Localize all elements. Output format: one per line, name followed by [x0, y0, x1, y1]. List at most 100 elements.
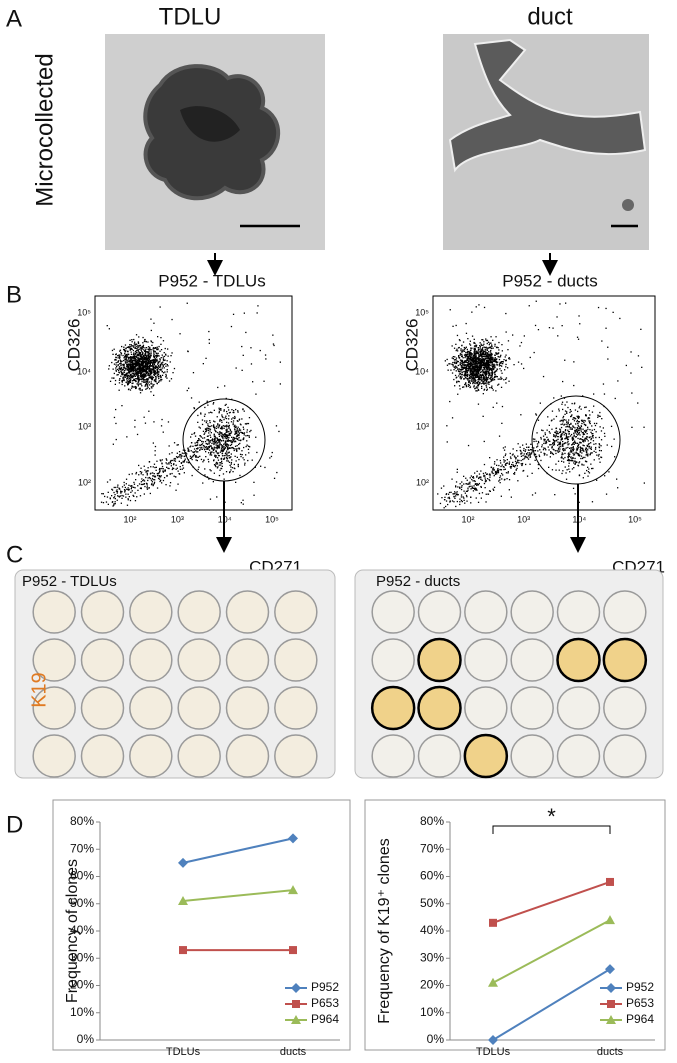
dot [487, 340, 488, 341]
dot [166, 375, 167, 376]
dot [133, 360, 134, 361]
dot [580, 451, 581, 452]
dot [534, 439, 535, 440]
dot [148, 354, 149, 355]
tick-label: 10⁴ [77, 366, 91, 376]
dot [484, 365, 485, 366]
dot [113, 492, 114, 493]
dot [594, 423, 595, 424]
dot [479, 345, 480, 346]
dot [507, 349, 508, 350]
dot [160, 344, 161, 345]
dot [153, 442, 154, 443]
dot [133, 368, 134, 369]
dot [219, 465, 220, 466]
dot [118, 496, 119, 497]
well [465, 735, 507, 777]
dot [231, 326, 232, 327]
well [558, 735, 600, 777]
dot [148, 346, 149, 347]
dot [490, 350, 491, 351]
dot [227, 407, 228, 408]
dot [161, 369, 162, 370]
dot [571, 414, 572, 415]
dot [477, 385, 478, 386]
dot [464, 357, 465, 358]
dot [119, 355, 120, 356]
dot [202, 461, 203, 462]
dot [243, 427, 244, 428]
dot [482, 383, 483, 384]
dot [470, 341, 471, 342]
dot [586, 407, 587, 408]
dot [597, 415, 598, 416]
dot [577, 453, 578, 454]
dot [580, 449, 581, 450]
dot [593, 406, 594, 407]
dot [547, 430, 548, 431]
dot [142, 484, 143, 485]
dot [150, 349, 151, 350]
dot [223, 425, 224, 426]
dot [198, 440, 199, 441]
dot [561, 461, 562, 462]
dot [493, 389, 494, 390]
dot [238, 431, 239, 432]
dot [541, 446, 542, 447]
dot [505, 460, 506, 461]
dot [499, 378, 500, 379]
dot [523, 450, 524, 451]
dot [617, 380, 618, 381]
dot [228, 409, 229, 410]
dot [562, 325, 563, 326]
dot [509, 463, 510, 464]
dot [166, 378, 167, 379]
dot [573, 385, 574, 386]
dot [238, 459, 239, 460]
dot [545, 434, 546, 435]
dot [147, 341, 148, 342]
dot [143, 367, 144, 368]
dot [201, 459, 202, 460]
dot [116, 491, 117, 492]
dot [158, 374, 159, 375]
dot [565, 430, 566, 431]
dot [521, 460, 522, 461]
dot [485, 338, 486, 339]
dot [467, 356, 468, 357]
dot [213, 444, 214, 445]
dot [580, 447, 581, 448]
dot [136, 344, 137, 345]
dot [148, 467, 149, 468]
dot [145, 477, 146, 478]
dot [447, 441, 448, 442]
dot [239, 419, 240, 420]
dot [207, 427, 208, 428]
dot [197, 451, 198, 452]
dot [521, 363, 522, 364]
dot [499, 436, 500, 437]
dot [495, 357, 496, 358]
dot [210, 454, 211, 455]
dot [171, 463, 172, 464]
dot [124, 482, 125, 483]
dot [147, 385, 148, 386]
dot [134, 420, 135, 421]
dot [518, 362, 519, 363]
dot [476, 382, 477, 383]
dot [500, 462, 501, 463]
dot [231, 453, 232, 454]
dot [241, 346, 242, 347]
dot [241, 502, 242, 503]
dot [530, 444, 531, 445]
well [130, 639, 172, 681]
dot [240, 456, 241, 457]
dot [505, 469, 506, 470]
dot [204, 446, 205, 447]
dot [493, 360, 494, 361]
dot [194, 454, 195, 455]
dot [248, 423, 249, 424]
dot [456, 481, 457, 482]
dot [579, 323, 580, 324]
dot [585, 438, 586, 439]
